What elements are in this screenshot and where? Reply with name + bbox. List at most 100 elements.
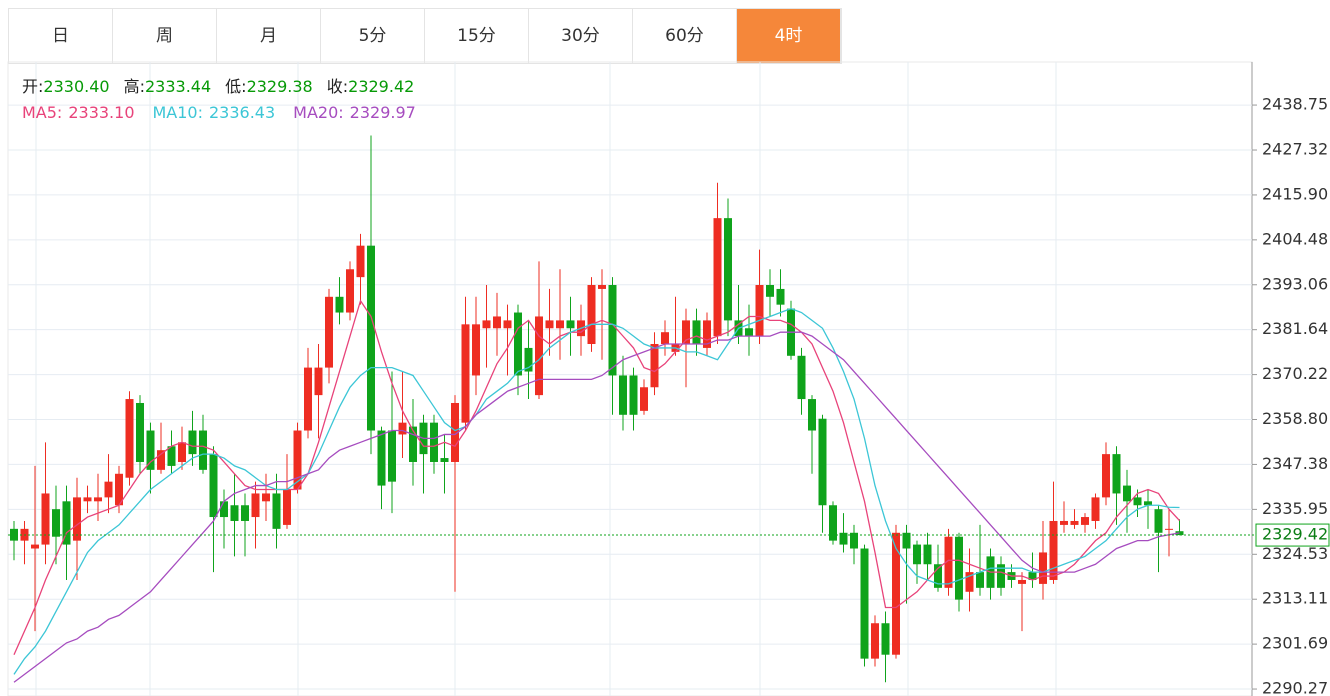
y-tick-label: 2313.11: [1262, 589, 1328, 608]
candle-body: [167, 446, 176, 466]
ohlc-info: 开:2330.40 高:2333.44 低:2329.38 收:2329.42: [22, 77, 414, 96]
candle-body: [1039, 552, 1047, 584]
y-tick-label: 2404.48: [1262, 229, 1328, 248]
candle-body: [703, 320, 711, 348]
candle-body: [692, 320, 701, 344]
candle-body: [682, 320, 690, 344]
candle-body: [724, 218, 732, 321]
candle-body: [1154, 509, 1163, 533]
info-label: 收:: [327, 77, 348, 96]
period-tab[interactable]: 30分: [529, 9, 633, 63]
info-value: 2330.40: [43, 77, 109, 96]
info-value: 2329.42: [348, 77, 414, 96]
candle-body: [146, 430, 155, 470]
period-tab[interactable]: 4时: [737, 9, 841, 63]
candle-body: [493, 316, 501, 329]
y-tick-label: 2324.53: [1262, 544, 1328, 563]
ma-value: 2333.10: [68, 103, 134, 122]
candle-body: [1123, 485, 1131, 502]
candle-body: [241, 505, 249, 521]
ma-info: MA5: 2333.10 MA10: 2336.43 MA20: 2329.97: [22, 103, 416, 122]
candle-body: [209, 454, 218, 518]
candle-body: [115, 473, 123, 506]
info-label: 高:: [124, 77, 145, 96]
candle-body: [902, 532, 911, 549]
candle-body: [1112, 454, 1121, 494]
candle-body: [178, 442, 186, 462]
y-tick-label: 2347.38: [1262, 454, 1328, 473]
ma-line: [13, 307, 1180, 675]
candle-body: [598, 285, 606, 289]
y-tick-label: 2438.75: [1262, 95, 1328, 114]
candle-body: [304, 367, 312, 431]
candle-body: [871, 623, 879, 659]
candle-body: [640, 387, 648, 411]
candle-body: [62, 501, 71, 545]
info-value: 2329.38: [247, 77, 313, 96]
candle-body: [83, 497, 92, 502]
candle-body: [41, 493, 50, 545]
candle-body: [524, 347, 533, 372]
ma-value: 2336.43: [209, 103, 275, 122]
y-tick-label: 2335.95: [1262, 499, 1328, 518]
info-label: 低:: [225, 77, 246, 96]
time-grid: [35, 62, 1057, 696]
period-tab[interactable]: 60分: [633, 9, 737, 63]
candle-body: [1165, 528, 1173, 530]
candle-body: [272, 493, 281, 529]
candle-body: [325, 296, 333, 368]
candle-body: [503, 320, 512, 329]
candle-body: [892, 532, 900, 655]
candle-body: [230, 505, 239, 521]
candle-body: [976, 572, 984, 588]
period-tab[interactable]: 月: [217, 9, 321, 63]
ma-name: MA10:: [153, 103, 204, 122]
candle-body: [755, 285, 764, 337]
candle-body: [839, 532, 848, 545]
candle-body: [514, 312, 522, 376]
candle-body: [377, 430, 386, 486]
candle-body: [388, 430, 396, 482]
candle-body: [398, 422, 407, 435]
candle-body: [1018, 579, 1026, 584]
candle-body: [293, 430, 302, 490]
candle-body: [283, 489, 291, 525]
candle-body: [818, 418, 827, 506]
candle-body: [472, 324, 480, 376]
candle-body: [136, 402, 144, 462]
period-tab[interactable]: 15分: [425, 9, 529, 63]
candle-body: [913, 544, 921, 565]
candle-body: [661, 332, 669, 344]
ma-line: [13, 299, 1180, 655]
candle-body: [430, 422, 438, 462]
candle-body: [545, 320, 554, 329]
y-tick-label: 2301.69: [1262, 634, 1328, 653]
period-tab[interactable]: 5分: [321, 9, 425, 63]
period-tab[interactable]: 周: [113, 9, 217, 63]
candle-body: [776, 288, 785, 305]
candle-body: [850, 532, 858, 549]
ma-value: 2329.97: [350, 103, 416, 122]
candle-body: [335, 296, 344, 313]
candle-body: [997, 564, 1005, 588]
candle-body: [1060, 520, 1068, 525]
candle-body: [629, 375, 638, 415]
info-value: 2333.44: [145, 77, 211, 96]
y-tick-label: 2370.22: [1262, 364, 1328, 383]
candle-body: [1081, 517, 1089, 525]
candle-body: [314, 367, 323, 396]
candle-body: [52, 509, 60, 537]
candle-body: [220, 501, 228, 518]
candle-body: [461, 324, 470, 423]
candle-body: [608, 285, 617, 376]
candle-body: [157, 450, 165, 470]
period-tab[interactable]: 日: [9, 9, 113, 63]
y-tick-label: 2358.80: [1262, 409, 1328, 428]
y-tick-label: 2427.32: [1262, 140, 1328, 159]
candle-body: [199, 430, 207, 470]
candle-body: [440, 458, 449, 462]
candle-body: [944, 536, 953, 588]
candle-body: [1133, 497, 1142, 506]
candle-body: [619, 375, 627, 415]
